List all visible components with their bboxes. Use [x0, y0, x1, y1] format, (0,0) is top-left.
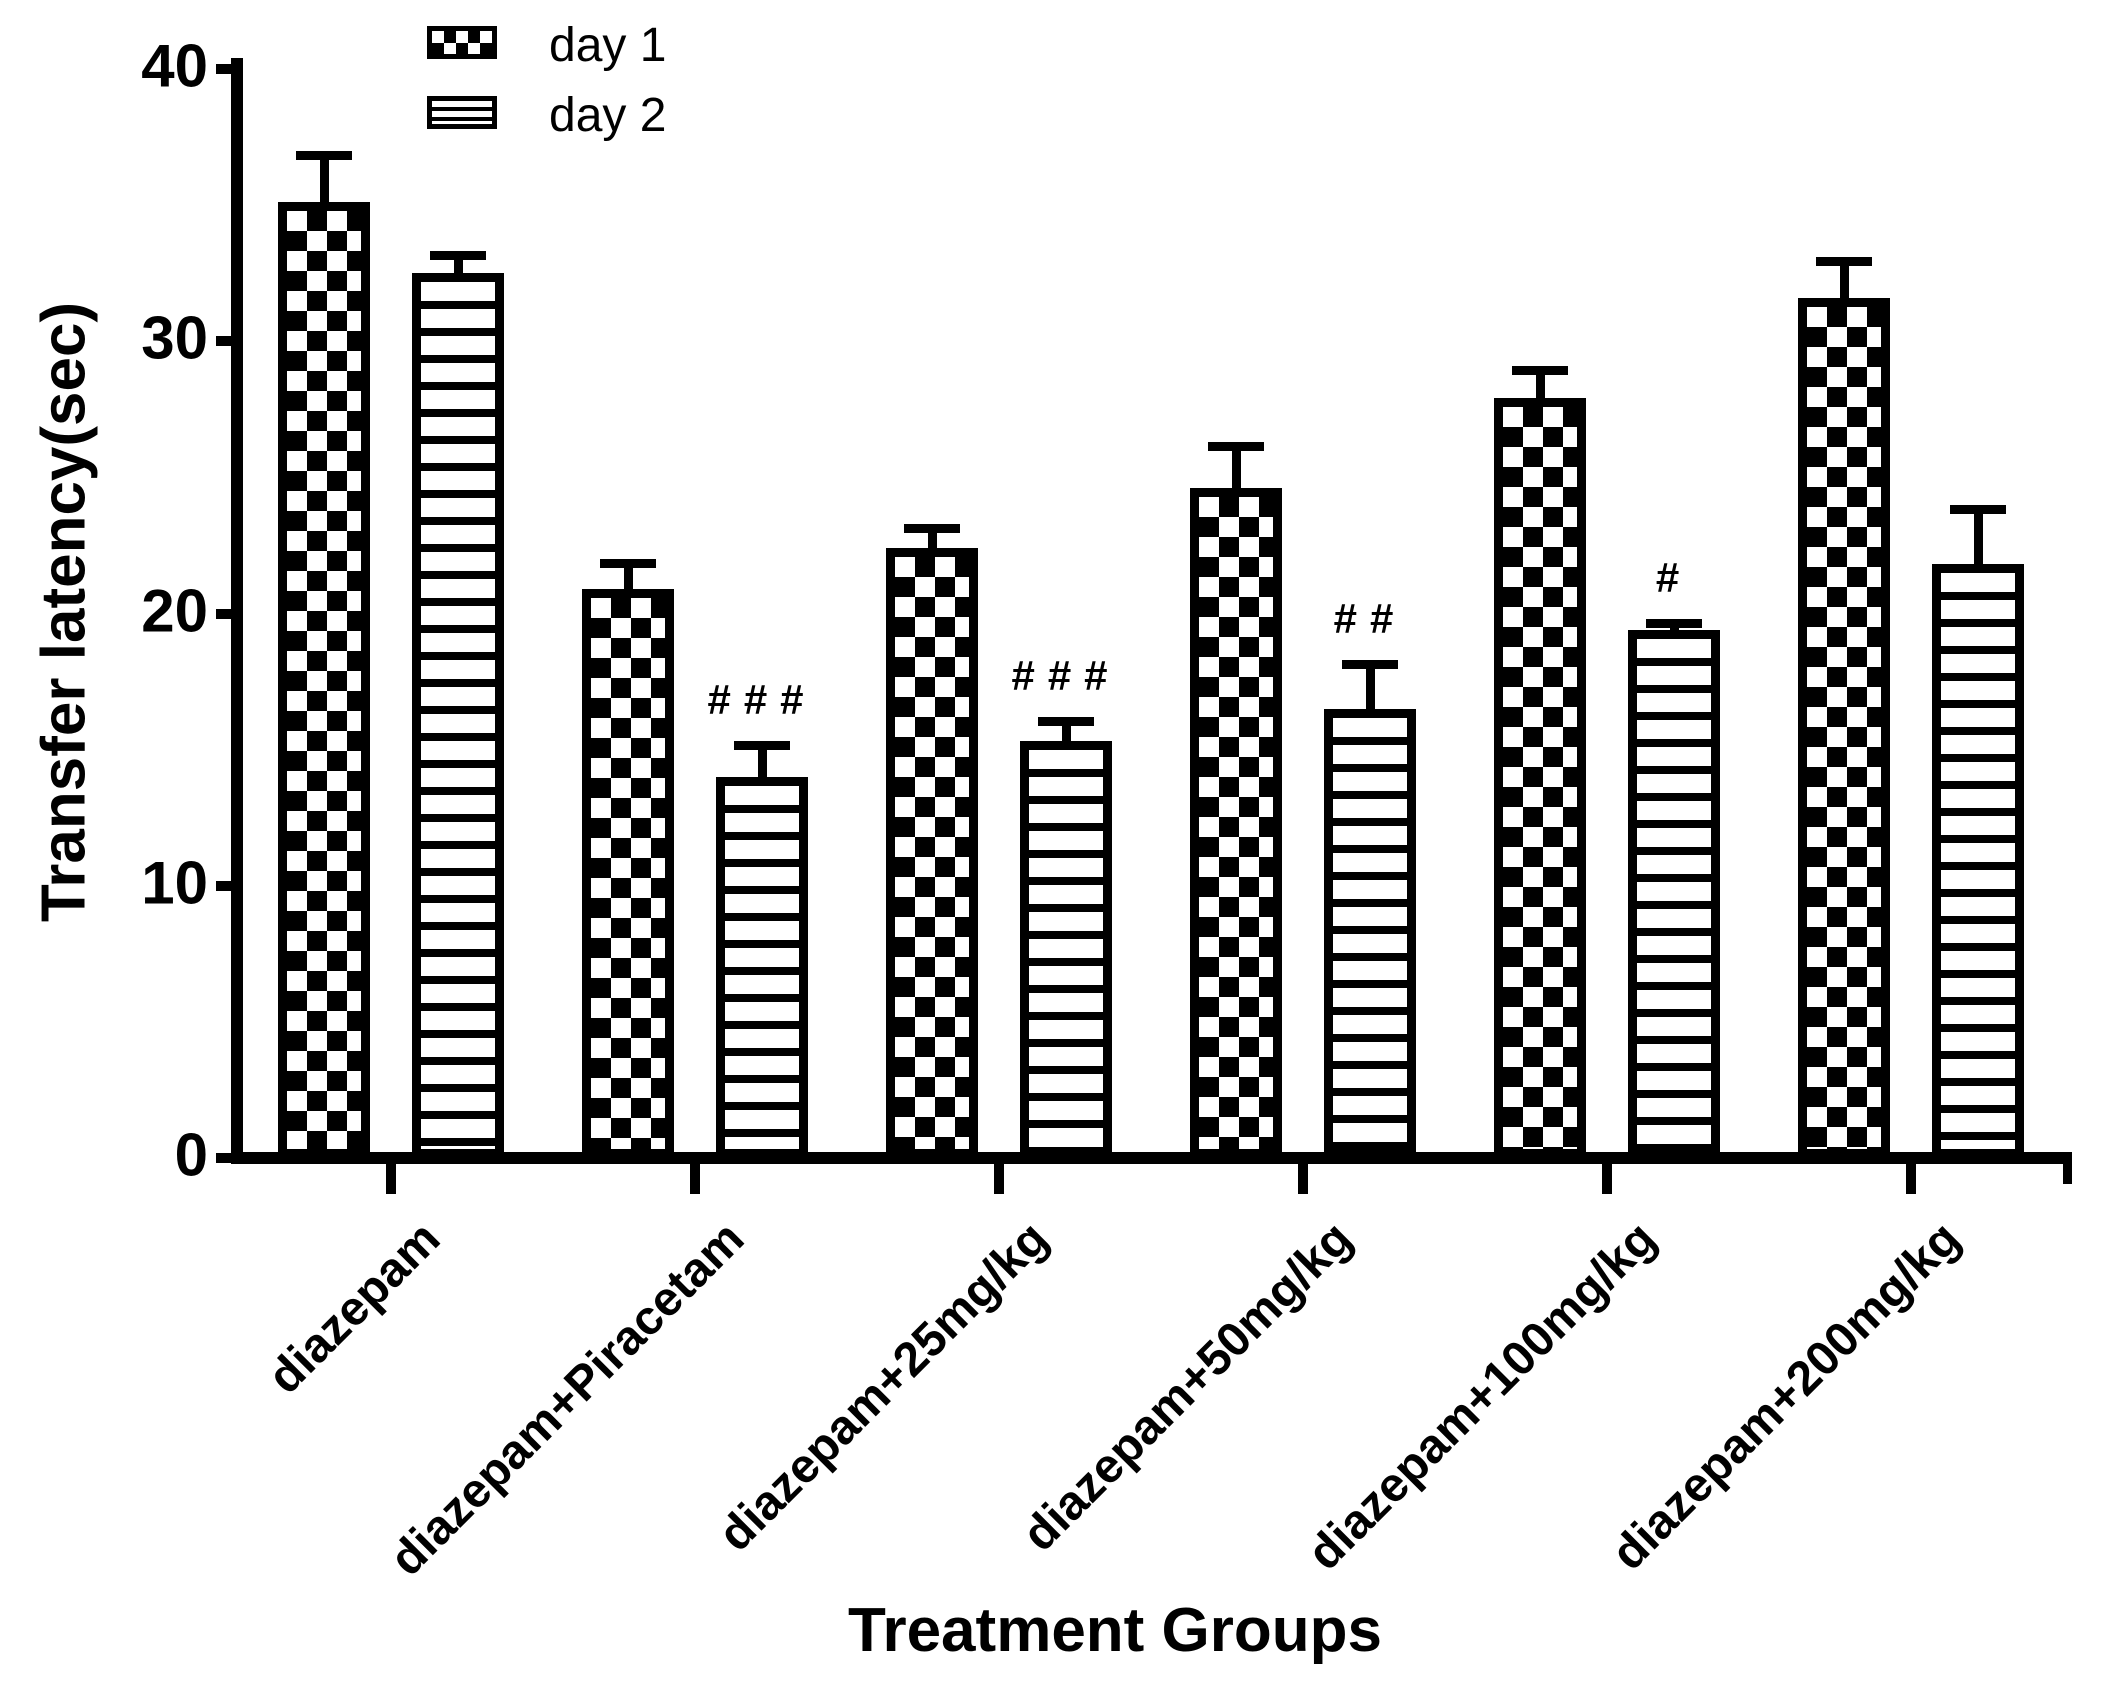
error-bar-cap [600, 559, 656, 569]
error-bar-stem [319, 158, 329, 229]
horizontal-stripes-pattern-icon [427, 96, 497, 129]
x-tick [1298, 1164, 1308, 1194]
error-bar-stem [1839, 264, 1849, 324]
y-tick-label: 0 [174, 1121, 208, 1189]
bar-day2-diazepam+Piracetam [716, 776, 808, 1158]
y-tick [216, 880, 232, 891]
bar-day1-diazepam+50mg/kg [1190, 488, 1282, 1158]
bar-day2-diazepam+50mg/kg [1324, 708, 1416, 1158]
y-tick-label: 40 [141, 32, 208, 100]
x-tick [386, 1164, 396, 1194]
error-bar-cap [1512, 365, 1568, 375]
legend-label-day2: day 2 [549, 89, 667, 142]
error-bar-stem [1231, 449, 1241, 515]
error-bar-cap [1950, 504, 2006, 514]
significance-marker: ### [1011, 651, 1121, 699]
error-bar-cap [1816, 256, 1872, 266]
bar-day1-diazepam+200mg/kg [1798, 297, 1890, 1158]
error-bar-stem [1365, 667, 1375, 735]
bar-day2-diazepam+25mg/kg [1020, 741, 1112, 1158]
error-bar-cap [1208, 441, 1264, 451]
y-tick-label: 20 [141, 577, 208, 645]
x-axis-line [231, 1152, 2072, 1164]
bar-day2-diazepam [412, 273, 504, 1158]
bar-day2-diazepam+100mg/kg [1628, 629, 1720, 1158]
y-tick [216, 608, 232, 619]
error-bar-cap [296, 150, 352, 160]
error-bar-cap [1038, 716, 1094, 726]
x-tick [690, 1164, 700, 1194]
significance-marker: ## [1333, 594, 1407, 642]
y-tick [216, 336, 232, 347]
error-bar-cap [430, 251, 486, 261]
bar-day1-diazepam+25mg/kg [886, 548, 978, 1158]
legend-label-day1: day 1 [549, 19, 667, 72]
error-bar-stem [757, 749, 767, 803]
y-tick-label: 10 [141, 849, 208, 917]
significance-marker: # [1655, 553, 1693, 601]
error-bar-stem [1973, 512, 1983, 591]
y-tick [216, 64, 232, 74]
error-bar-cap [904, 523, 960, 533]
bar-day1-diazepam [278, 202, 370, 1158]
x-tick [994, 1164, 1004, 1194]
error-bar-cap [1646, 618, 1702, 628]
bar-day2-diazepam+200mg/kg [1932, 564, 2024, 1158]
bar-day1-diazepam+100mg/kg [1494, 398, 1586, 1158]
error-bar-cap [1342, 659, 1398, 669]
x-tick [1602, 1164, 1612, 1194]
y-tick [216, 1153, 232, 1163]
x-axis-end-tick [2063, 1164, 2072, 1184]
y-axis-line [231, 58, 243, 1164]
bar-day1-diazepam+Piracetam [582, 588, 674, 1158]
significance-marker: ### [707, 676, 817, 724]
x-axis-title: Treatment Groups [848, 1596, 1382, 1665]
x-tick [1906, 1164, 1916, 1194]
checkerboard-pattern-icon [427, 26, 497, 59]
error-bar-cap [734, 741, 790, 751]
y-tick-label: 30 [141, 304, 208, 372]
